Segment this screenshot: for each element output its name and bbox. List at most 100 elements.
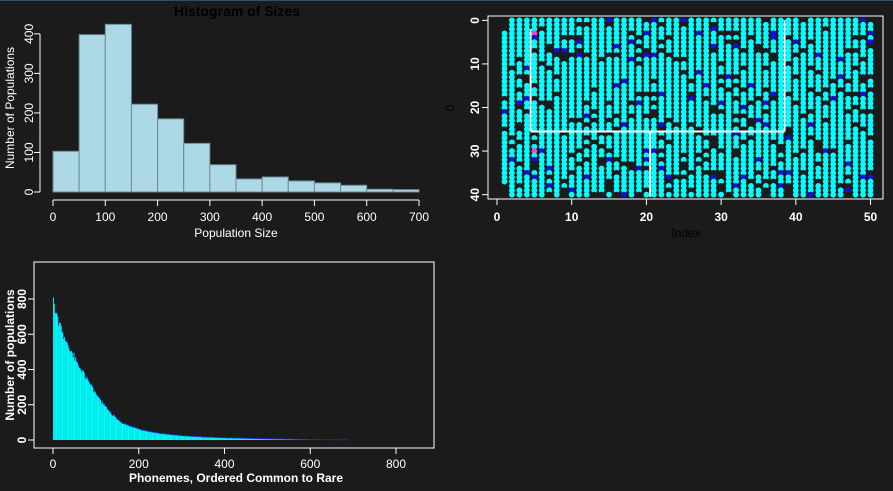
dot-matrix-point	[576, 87, 583, 93]
dot-matrix-point	[867, 87, 874, 93]
dot-matrix-point	[777, 56, 784, 63]
dot-matrix-point	[822, 143, 829, 150]
dot-matrix-point	[509, 148, 515, 154]
dot-matrix-point	[680, 187, 687, 194]
phoneme-x-tick-label: 200	[129, 457, 149, 471]
dot-matrix-point	[763, 34, 769, 41]
dot-matrix-point	[561, 135, 568, 141]
histogram-bar	[340, 184, 368, 193]
dot-matrix-point	[718, 17, 725, 24]
dot-matrix-point	[613, 183, 620, 189]
dot-matrix-point	[650, 183, 657, 189]
dot-matrix-point	[792, 17, 799, 24]
phoneme-bar	[258, 438, 260, 440]
dot-matrix-point	[680, 113, 687, 120]
dot-matrix-point	[763, 165, 769, 172]
dot-matrix-point	[733, 34, 739, 41]
dot-matrix-ylabel: 0	[443, 104, 457, 111]
dot-matrix-point	[568, 17, 575, 24]
phoneme-bar	[110, 412, 112, 440]
dot-matrix-point	[606, 95, 612, 102]
dot-matrix-point	[830, 82, 837, 89]
phoneme-bar	[133, 427, 135, 440]
phoneme-bar	[66, 341, 68, 440]
dot-matrix-point	[733, 174, 739, 181]
dot-matrix-point	[591, 178, 598, 185]
dot-matrix-point	[650, 108, 657, 115]
dot-matrix-point	[718, 47, 725, 54]
dot-matrix-point	[792, 152, 799, 159]
phoneme-bar	[241, 438, 243, 440]
dot-matrix-point	[636, 165, 642, 172]
dot-matrix-point	[553, 87, 560, 93]
dot-matrix-point	[665, 82, 672, 89]
phoneme-bar	[272, 438, 274, 440]
dot-matrix-point	[830, 191, 837, 198]
dot-matrix-point	[628, 191, 635, 198]
dot-matrix-point	[755, 104, 762, 111]
dot-matrix-point	[860, 52, 866, 59]
dot-matrix-point	[763, 95, 769, 102]
dot-matrix-point	[733, 56, 739, 63]
dot-matrix-point	[628, 169, 635, 176]
dot-matrix-point	[695, 87, 702, 93]
dot-matrix-point	[867, 178, 874, 185]
dot-matrix-point	[665, 39, 672, 46]
dot-matrix-point	[538, 139, 545, 146]
dot-matrix-point	[748, 165, 754, 172]
phoneme-bar	[263, 438, 265, 440]
dot-matrix-point	[710, 17, 717, 24]
dot-matrix-point	[591, 148, 598, 154]
phoneme-bar	[64, 336, 66, 440]
phoneme-bar	[101, 401, 103, 440]
dot-matrix-point	[621, 26, 627, 32]
phoneme-bar	[202, 436, 204, 440]
dot-matrix-point	[710, 156, 717, 163]
dot-matrix-point	[830, 39, 837, 46]
dot-matrix-point	[845, 78, 852, 85]
dot-matrix-point	[591, 21, 598, 28]
dot-matrix-point	[852, 26, 859, 32]
dot-matrix-point	[733, 104, 739, 111]
dot-matrix-point	[718, 95, 725, 102]
dot-matrix-point	[733, 30, 739, 37]
dot-matrix-point	[553, 143, 560, 150]
dot-matrix-point	[509, 65, 515, 72]
dot-matrix-point	[822, 191, 829, 198]
phoneme-bar	[228, 437, 230, 440]
dot-matrix-point	[643, 82, 650, 89]
dot-matrix-point	[531, 135, 538, 141]
dot-matrix-point	[800, 104, 807, 111]
dot-matrix-point	[725, 187, 732, 194]
dot-matrix-point	[725, 104, 732, 111]
dot-matrix-point	[561, 69, 568, 76]
dot-matrix-point	[815, 139, 822, 146]
dot-matrix-point	[546, 108, 553, 115]
phoneme-bar	[130, 425, 132, 440]
dot-matrix-point	[561, 108, 568, 115]
dot-matrix-point	[710, 82, 717, 89]
dot-matrix-point	[591, 30, 598, 37]
dot-matrix-point	[591, 187, 598, 194]
dot-matrix-point	[561, 30, 568, 37]
dot-matrix-point	[695, 148, 702, 154]
dot-matrix-point	[763, 82, 769, 89]
dot-matrix-point	[740, 95, 747, 102]
phoneme-bar	[131, 426, 132, 440]
dot-matrix-point	[531, 17, 538, 24]
dot-matrix-point	[860, 78, 866, 85]
dot-matrix-point	[673, 143, 680, 150]
dot-matrix-point	[860, 183, 866, 189]
dot-matrix-point	[598, 156, 605, 163]
dot-matrix-point	[763, 174, 769, 181]
dot-matrix-point	[867, 117, 874, 124]
dot-matrix-point	[733, 69, 739, 76]
dot-matrix-point	[695, 174, 702, 181]
dot-matrix-point	[621, 113, 627, 120]
phoneme-bar	[101, 402, 102, 440]
phoneme-bar	[137, 428, 139, 440]
dot-matrix-point	[606, 161, 612, 168]
dot-matrix-point	[516, 178, 523, 185]
dot-matrix-point	[568, 65, 575, 72]
dot-matrix-point	[621, 17, 627, 24]
